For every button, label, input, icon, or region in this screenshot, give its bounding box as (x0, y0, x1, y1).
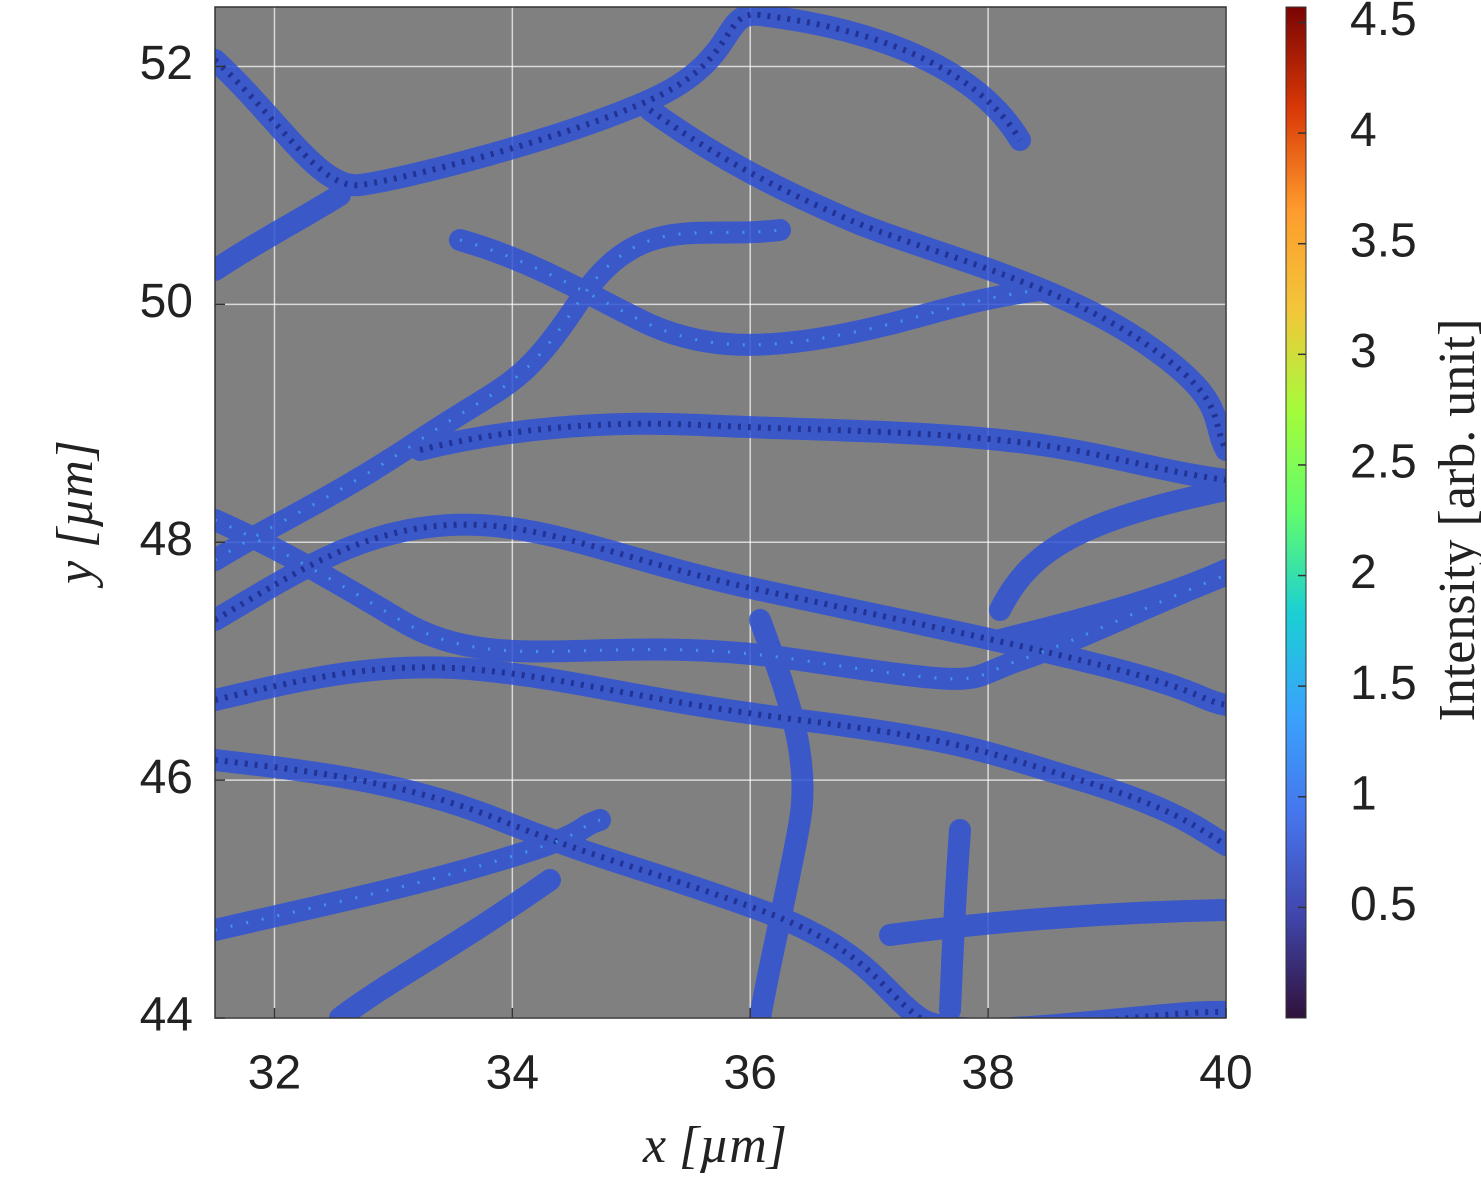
x-axis-label: x [µm] (642, 1117, 787, 1174)
colorbar-tick-label: 3.5 (1350, 214, 1417, 267)
colorbar-tick-label: 3 (1350, 325, 1377, 378)
x-tick-label: 40 (1199, 1047, 1252, 1100)
colorbar (1285, 6, 1307, 1019)
colorbar-label: Intensity [arb. unit] (1429, 319, 1481, 722)
colorbar-tick-label: 2.5 (1350, 436, 1417, 489)
colorbar-tick-label: 1 (1350, 767, 1377, 820)
plot-frame (214, 6, 1227, 1019)
filament-highlight (215, 228, 1226, 932)
colorbar-tick-label: 4 (1350, 104, 1377, 157)
y-tick-label: 48 (140, 513, 193, 566)
colorbar-tick-label: 2 (1350, 546, 1377, 599)
x-tick-label: 38 (961, 1047, 1014, 1100)
y-axis-label: y [µm] (47, 440, 104, 589)
y-tick-label: 52 (140, 37, 193, 90)
x-tick-label: 34 (486, 1047, 539, 1100)
y-tick-label: 46 (140, 751, 193, 804)
filament-core (215, 11, 1226, 1018)
x-tick-label: 36 (724, 1047, 777, 1100)
y-tick-label: 44 (140, 989, 193, 1042)
colorbar-tick-label: 1.5 (1350, 657, 1417, 710)
y-tick-label: 50 (140, 275, 193, 328)
filaments (215, 7, 1226, 1018)
x-tick-label: 32 (248, 1047, 301, 1100)
colorbar-tick-label: 4.5 (1350, 0, 1417, 46)
colorbar-tick-label: 0.5 (1350, 878, 1417, 931)
